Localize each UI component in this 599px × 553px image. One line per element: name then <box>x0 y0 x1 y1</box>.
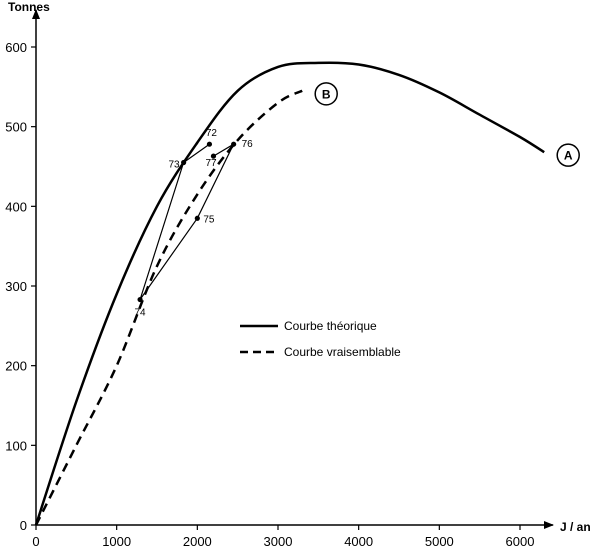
observation-path <box>139 142 236 300</box>
legend-label-vraisemblable: Courbe vraisemblable <box>284 345 401 359</box>
x-tick-label: 4000 <box>344 534 373 549</box>
curve-tags: AB <box>314 82 580 167</box>
y-tick-label: 600 <box>5 40 27 55</box>
curve-tag-label: A <box>564 149 573 163</box>
x-tick-label: 1000 <box>102 534 131 549</box>
x-tick-label: 3000 <box>264 534 293 549</box>
x-tick-label: 6000 <box>506 534 535 549</box>
series-line-vraisemblable <box>34 89 303 526</box>
curve-tag-circle <box>314 82 338 106</box>
y-tick-label: 200 <box>5 359 27 374</box>
observation-label: 74 <box>134 308 146 319</box>
legend: Courbe théorique Courbe vraisemblable <box>240 319 401 359</box>
curve-tag-label: B <box>322 87 331 101</box>
observation-point <box>194 215 200 221</box>
observation-point <box>181 159 187 166</box>
observation-label: 73 <box>168 160 180 171</box>
y-tick-label: 400 <box>5 199 27 214</box>
x-axis-title: J / an <box>560 520 591 534</box>
observation-point <box>210 153 217 159</box>
x-tick-label: 0 <box>32 534 39 549</box>
observation-label: 75 <box>203 214 215 225</box>
legend-label-theorique: Courbe théorique <box>284 319 377 333</box>
y-tick-label: 500 <box>5 120 27 135</box>
observations: 72 73 74 75 76 77 <box>134 128 253 318</box>
observation-point <box>206 141 213 147</box>
x-tick-label: 2000 <box>183 534 212 549</box>
y-axis-title: Tonnes <box>8 0 50 14</box>
series-lines <box>34 61 545 526</box>
observation-label: 77 <box>205 158 217 169</box>
observation-label: 76 <box>242 139 254 150</box>
x-ticks: 0 1000 2000 3000 4000 5000 6000 <box>32 525 534 549</box>
curve-tag-circle <box>556 143 580 167</box>
observation-label: 72 <box>206 128 218 139</box>
y-ticks: 0 100 200 300 400 500 600 <box>5 40 36 533</box>
observation-point <box>231 141 237 147</box>
y-tick-label: 0 <box>20 518 27 533</box>
x-tick-label: 5000 <box>425 534 454 549</box>
y-tick-label: 300 <box>5 279 27 294</box>
series-line-theorique <box>34 61 545 526</box>
y-tick-label: 100 <box>5 438 27 453</box>
observation-point <box>137 296 143 303</box>
